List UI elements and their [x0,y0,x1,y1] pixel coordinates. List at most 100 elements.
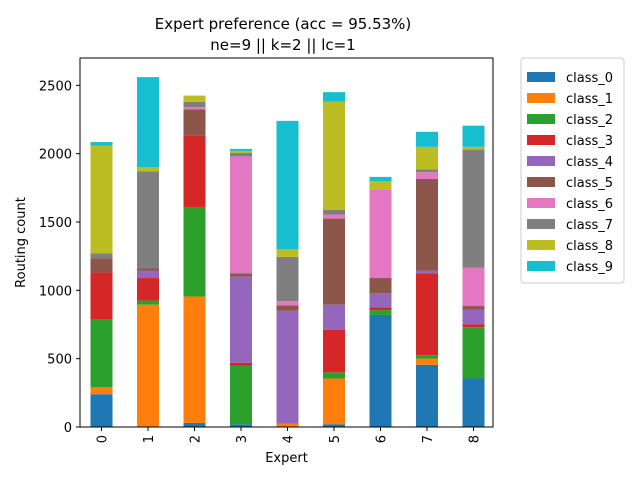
bar-segment-class_9-expert-8 [462,125,485,147]
bar-segment-class_5-expert-0 [90,258,113,273]
legend-swatch-class_5 [527,177,555,187]
bar-segment-class_1-expert-7 [416,358,438,365]
bar-segment-class_4-expert-4 [276,310,299,424]
bar-segment-class_2-expert-6 [369,310,392,315]
bar-segment-class_7-expert-7 [416,169,438,173]
bar-segment-class_0-expert-0 [90,394,113,427]
y-tick-label: 1500 [39,216,72,231]
bar-segment-class_2-expert-8 [462,327,485,379]
bar-segment-class_7-expert-1 [137,171,159,269]
bar-segment-class_5-expert-4 [276,305,299,311]
bar-segment-class_5-expert-1 [137,268,159,271]
chart-title: Expert preference (acc = 95.53%) [155,15,412,33]
legend-label-class_2: class_2 [566,113,613,128]
bar-segment-class_8-expert-3 [230,150,252,153]
bar-segment-class_4-expert-8 [462,309,485,325]
bar-segment-class_5-expert-8 [462,306,485,310]
legend-swatch-class_3 [527,135,555,145]
y-tick-label: 2000 [39,148,72,163]
chart-subtitle: ne=9 || k=2 || lc=1 [210,36,355,54]
bar-segment-class_7-expert-4 [276,256,299,302]
bar-segment-class_8-expert-7 [416,146,438,170]
bar-segment-class_6-expert-4 [276,301,299,306]
legend: class_0 class_1 class_2 class_3 class_4class… [520,57,625,284]
bar-segment-class_8-expert-8 [462,146,485,150]
bar-segment-class_2-expert-2 [183,206,206,297]
bar-segment-class_6-expert-3 [230,156,252,274]
bar-segment-class_8-expert-2 [183,95,206,102]
bar-segment-class_2-expert-0 [90,319,113,388]
bar-segment-class_8-expert-4 [276,249,299,257]
x-tick-label: 2 [189,435,204,443]
legend-swatch-class_8 [527,240,555,250]
bar-segment-class_5-expert-3 [230,273,252,277]
legend-swatch-class_9 [527,261,555,271]
bar-segment-class_3-expert-8 [462,324,485,328]
bar-segment-class_5-expert-7 [416,178,438,271]
legend-label-class_8: class_8 [566,239,613,254]
bar-segment-class_7-expert-8 [462,149,485,268]
x-tick-label: 7 [421,435,436,443]
legend-swatch-class_7 [527,219,555,229]
bar-segment-class_3-expert-6 [369,307,392,311]
legend-swatch-class_6 [527,198,555,208]
bar-segment-class_6-expert-7 [416,172,438,179]
y-axis-label: Routing count [14,197,29,288]
legend-swatch-class_4 [527,156,555,166]
legend-swatch-class_0 [527,72,555,82]
bar-segment-class_7-expert-0 [90,253,113,259]
bar-segment-class_8-expert-0 [90,145,113,254]
legend-label-class_0: class_0 [566,71,613,86]
bars-layer [90,77,485,427]
bar-segment-class_7-expert-5 [323,209,345,215]
legend-label-class_9: class_9 [566,260,613,275]
y-tick-label: 0 [64,421,72,436]
y-axis: 0 500 1000 1500 2000 2500 [39,79,80,436]
bar-segment-class_9-expert-5 [323,92,345,102]
bar-segment-class_6-expert-6 [369,189,392,279]
x-tick-label: 3 [235,435,250,443]
bar-segment-class_3-expert-0 [90,272,113,320]
bar-segment-class_2-expert-3 [230,365,252,425]
x-tick-label: 8 [468,435,483,443]
bar-segment-class_7-expert-2 [183,101,206,108]
bar-segment-class_6-expert-5 [323,214,345,219]
bar-segment-class_0-expert-8 [462,378,485,427]
bar-segment-class_1-expert-4 [276,423,299,427]
bar-segment-class_9-expert-7 [416,131,438,147]
bar-segment-class_8-expert-6 [369,181,392,190]
bar-segment-class_9-expert-4 [276,120,299,250]
legend-swatch-class_1 [527,93,555,103]
bar-segment-class_6-expert-2 [183,107,206,110]
bar-segment-class_2-expert-7 [416,355,438,359]
bar-segment-class_4-expert-7 [416,270,438,274]
bar-segment-class_4-expert-5 [323,304,345,330]
x-axis-label: Expert [265,451,308,466]
x-tick-label: 6 [375,435,390,443]
bar-segment-class_4-expert-6 [369,293,392,308]
bar-segment-class_3-expert-7 [416,273,438,356]
bar-segment-class_3-expert-2 [183,135,206,207]
y-tick-label: 1000 [39,284,72,299]
bar-segment-class_3-expert-1 [137,278,159,301]
legend-label-class_1: class_1 [566,92,613,107]
plot-frame [79,57,494,428]
legend-label-class_7: class_7 [566,218,613,233]
bar-segment-class_0-expert-2 [183,422,206,427]
legend-label-class_3: class_3 [566,134,613,149]
bar-segment-class_0-expert-3 [230,424,252,427]
bar-segment-class_7-expert-3 [230,152,252,157]
x-tick-label: 0 [96,435,111,443]
bar-segment-class_2-expert-1 [137,300,159,305]
bar-segment-class_8-expert-5 [323,101,345,210]
legend-swatch-class_2 [527,114,555,124]
bar-segment-class_1-expert-1 [137,304,159,427]
bar-segment-class_8-expert-1 [137,167,159,172]
bar-segment-class_9-expert-6 [369,176,392,181]
x-tick-label: 5 [328,435,343,443]
bar-segment-class_1-expert-0 [90,387,113,395]
bar-segment-class_6-expert-8 [462,267,485,307]
bar-segment-class_4-expert-1 [137,270,159,279]
